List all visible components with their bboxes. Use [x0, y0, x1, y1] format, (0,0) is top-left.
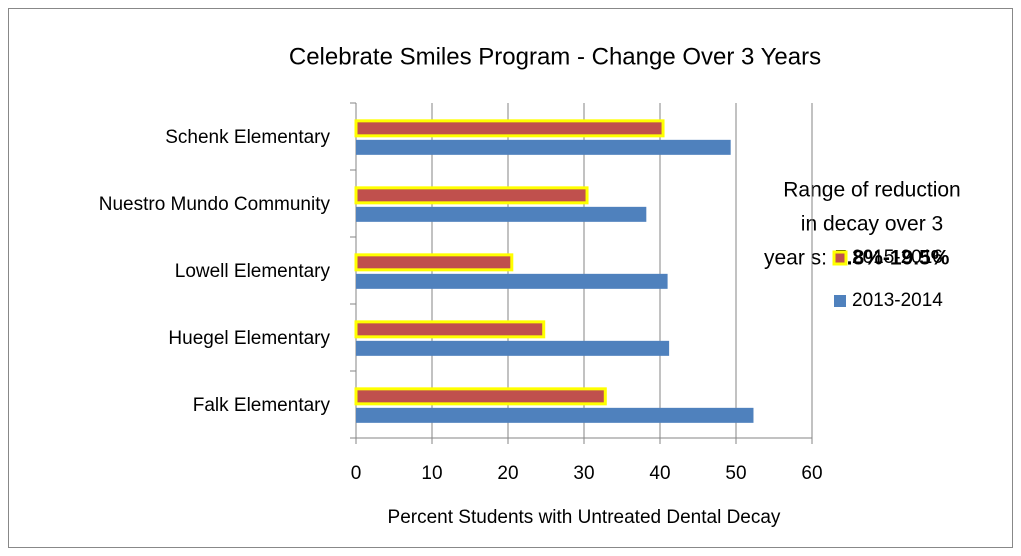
bar — [356, 273, 668, 289]
x-tick-label: 0 — [351, 463, 362, 484]
legend-swatch — [834, 295, 846, 307]
annotation-line: Range of reduction — [783, 179, 960, 202]
bar — [356, 407, 754, 423]
bar — [354, 119, 665, 138]
legend-label: 2013-2014 — [852, 290, 943, 311]
x-tick-label: 30 — [573, 463, 594, 484]
annotation-line: year s: — [764, 247, 827, 270]
y-tick-label: Nuestro Mundo Community — [99, 194, 331, 215]
chart-title: Celebrate Smiles Program - Change Over 3… — [289, 43, 821, 70]
y-tick-label: Huegel Elementary — [168, 328, 330, 349]
y-tick-label: Falk Elementary — [193, 395, 331, 416]
y-tick-label: Schenk Elementary — [165, 127, 330, 148]
bar — [356, 206, 647, 222]
bar — [354, 387, 607, 406]
bar — [356, 340, 670, 356]
x-tick-label: 10 — [421, 463, 442, 484]
x-tick-label: 60 — [801, 463, 822, 484]
x-tick-label: 20 — [497, 463, 518, 484]
bar — [354, 253, 514, 272]
annotation-line: in decay over 3 — [801, 213, 943, 236]
legend-label: 2015-2016 — [852, 247, 943, 268]
bar — [354, 186, 589, 205]
bar — [356, 139, 731, 155]
x-tick-label: 40 — [649, 463, 670, 484]
y-tick-label: Lowell Elementary — [175, 261, 331, 282]
annotation-bold: 7.8%-19.5% — [835, 247, 950, 270]
x-axis-title: Percent Students with Untreated Dental D… — [388, 507, 781, 528]
x-tick-label: 50 — [725, 463, 746, 484]
legend-swatch — [832, 250, 848, 266]
bar — [354, 320, 546, 339]
